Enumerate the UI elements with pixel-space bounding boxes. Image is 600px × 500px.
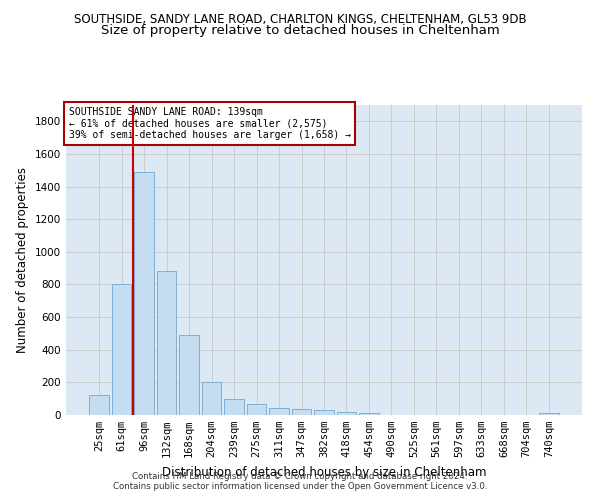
Bar bbox=[314, 410, 334, 415]
Bar bbox=[292, 410, 311, 415]
Bar bbox=[247, 404, 266, 415]
Bar bbox=[359, 412, 379, 415]
Text: Contains public sector information licensed under the Open Government Licence v3: Contains public sector information licen… bbox=[113, 482, 487, 491]
Bar bbox=[269, 408, 289, 415]
Bar bbox=[112, 284, 131, 415]
Bar bbox=[539, 412, 559, 415]
Text: Size of property relative to detached houses in Cheltenham: Size of property relative to detached ho… bbox=[101, 24, 499, 37]
Bar bbox=[202, 382, 221, 415]
Bar bbox=[157, 272, 176, 415]
Bar bbox=[224, 398, 244, 415]
Text: SOUTHSIDE SANDY LANE ROAD: 139sqm
← 61% of detached houses are smaller (2,575)
3: SOUTHSIDE SANDY LANE ROAD: 139sqm ← 61% … bbox=[68, 106, 350, 140]
X-axis label: Distribution of detached houses by size in Cheltenham: Distribution of detached houses by size … bbox=[162, 466, 486, 478]
Bar bbox=[89, 394, 109, 415]
Text: SOUTHSIDE, SANDY LANE ROAD, CHARLTON KINGS, CHELTENHAM, GL53 9DB: SOUTHSIDE, SANDY LANE ROAD, CHARLTON KIN… bbox=[74, 12, 526, 26]
Bar bbox=[134, 172, 154, 415]
Bar bbox=[179, 335, 199, 415]
Y-axis label: Number of detached properties: Number of detached properties bbox=[16, 167, 29, 353]
Bar bbox=[337, 412, 356, 415]
Text: Contains HM Land Registry data © Crown copyright and database right 2024.: Contains HM Land Registry data © Crown c… bbox=[132, 472, 468, 481]
